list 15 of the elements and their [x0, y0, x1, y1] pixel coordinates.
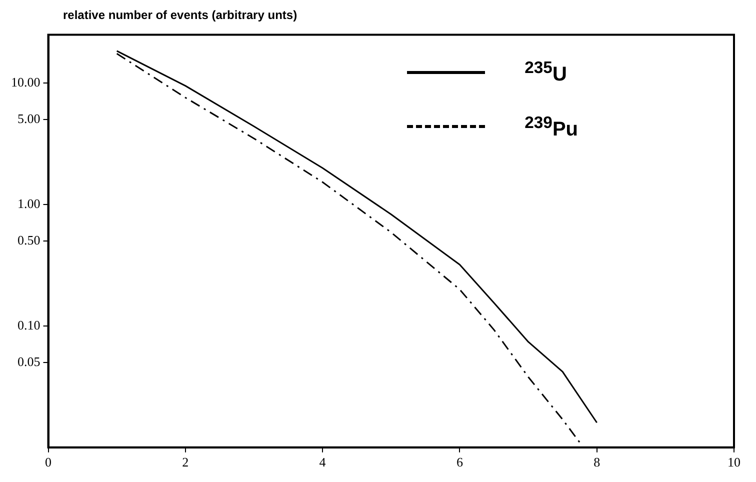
y-tick-label: 5.00 [18, 111, 40, 126]
x-tick-label: 8 [594, 454, 600, 470]
legend-label: $^{239}$Pu [524, 112, 578, 142]
y-tick-label: 10.00 [11, 74, 40, 90]
y-tick-label: 0.05 [18, 354, 40, 369]
y-tick-label: 0.10 [18, 317, 40, 332]
y-tick-label: 0.50 [18, 232, 40, 248]
y-axis-title: relative number of events (arbitrary unts) [62, 8, 298, 24]
y-tick-label: 1.00 [18, 196, 40, 211]
x-tick-label: 2 [182, 454, 189, 470]
x-tick-label: 0 [45, 454, 52, 470]
x-tick-label: 6 [456, 454, 464, 470]
legend-label: $^{235}$U [524, 58, 567, 87]
x-tick-label: 4 [319, 454, 326, 470]
x-tick-label: 10 [728, 454, 740, 470]
